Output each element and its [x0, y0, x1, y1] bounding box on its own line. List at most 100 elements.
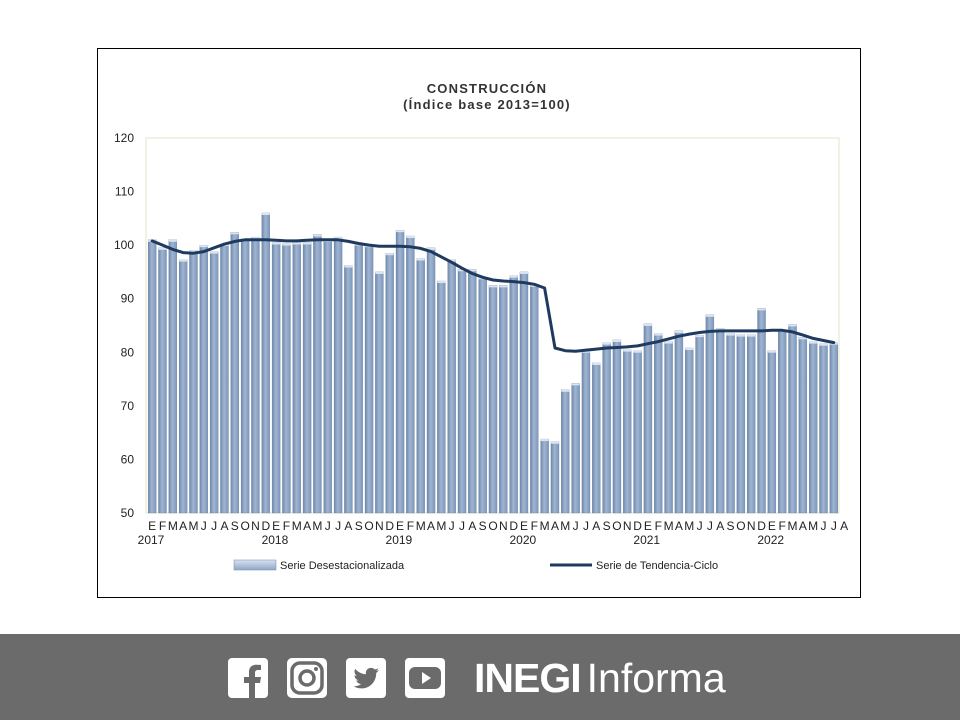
bar-highlight — [375, 271, 384, 274]
bar-highlight — [550, 441, 559, 444]
bar — [385, 253, 394, 514]
x-month-label: F — [779, 519, 786, 533]
bar — [158, 247, 167, 514]
bar-highlight — [592, 363, 601, 365]
bar — [168, 239, 177, 514]
x-month-label: D — [261, 519, 270, 533]
x-month-label: N — [747, 519, 756, 533]
x-month-label: J — [335, 519, 341, 533]
bar-highlight — [416, 258, 425, 261]
bar — [313, 234, 322, 514]
bar — [468, 269, 477, 514]
y-tick-label: 80 — [121, 345, 135, 359]
bar — [633, 350, 642, 514]
bar-highlight — [499, 285, 508, 288]
bar — [581, 350, 591, 514]
bar — [282, 243, 291, 514]
x-month-label: M — [664, 519, 674, 533]
bar-highlight — [199, 245, 208, 248]
bar-highlight — [272, 242, 281, 245]
bar-highlight — [664, 341, 673, 344]
bar — [716, 328, 725, 514]
x-month-label: M — [188, 519, 198, 533]
x-month-label: A — [220, 519, 228, 533]
bar-highlight — [705, 314, 714, 317]
x-month-label: D — [633, 519, 642, 533]
bar-highlight — [230, 232, 239, 235]
bar-highlight — [633, 350, 642, 353]
chart-subtitle: (Índice base 2013=100) — [403, 97, 571, 112]
bar-highlight — [292, 242, 301, 245]
y-axis: 50 60 70 80 90 100 110 120 — [114, 131, 134, 520]
bar — [809, 341, 818, 514]
bar-highlight — [716, 328, 725, 331]
youtube-icon[interactable] — [405, 658, 445, 698]
facebook-icon[interactable] — [228, 658, 268, 698]
x-year-label: 2021 — [633, 533, 660, 547]
bar — [499, 285, 508, 514]
bar-highlight — [561, 389, 570, 392]
bar — [602, 342, 611, 514]
x-month-label: M — [168, 519, 178, 533]
bar — [695, 334, 704, 514]
twitter-icon[interactable] — [346, 658, 386, 698]
y-tick-label: 60 — [121, 452, 135, 466]
bar — [437, 280, 446, 514]
bar-highlight — [509, 275, 518, 278]
bar-highlight — [643, 323, 652, 326]
x-month-label: M — [436, 519, 446, 533]
legend: Serie Desestacionalizada Serie de Tenden… — [233, 559, 718, 572]
x-month-label: D — [509, 519, 518, 533]
x-month-label: J — [449, 519, 455, 533]
bar-highlight — [540, 439, 549, 442]
bar — [406, 235, 415, 514]
bar-highlight — [179, 259, 188, 262]
bar-highlight — [437, 281, 446, 284]
bar — [230, 232, 239, 514]
instagram-icon[interactable] — [287, 658, 327, 698]
bar — [333, 236, 343, 514]
bar — [178, 259, 188, 514]
x-month-label: E — [768, 519, 776, 533]
bar — [271, 242, 281, 514]
bar — [736, 334, 746, 514]
bar-highlight — [685, 348, 694, 350]
bar — [302, 242, 312, 514]
bar — [798, 337, 808, 514]
x-month-label: D — [757, 519, 766, 533]
bar — [571, 383, 580, 514]
bar — [612, 339, 622, 514]
footer-bar — [0, 634, 960, 720]
y-tick-label: 100 — [114, 238, 134, 252]
x-month-label: N — [623, 519, 632, 533]
bar — [664, 341, 673, 514]
bar-highlight — [158, 247, 167, 250]
x-year-label: 2018 — [262, 533, 289, 547]
inegi-informa-logo[interactable]: INEGI Informa — [474, 655, 726, 701]
x-month-label: J — [211, 519, 217, 533]
x-month-label: N — [375, 519, 384, 533]
x-month-label: M — [684, 519, 694, 533]
x-month-label: E — [272, 519, 280, 533]
x-month-label: A — [344, 519, 352, 533]
bar-highlight — [654, 333, 663, 336]
bar-highlight — [488, 285, 498, 288]
bar — [344, 265, 353, 514]
bar-highlight — [726, 333, 735, 336]
bar — [354, 243, 363, 514]
bar — [654, 333, 663, 514]
bar-highlight — [612, 339, 621, 342]
x-year-label: 2020 — [509, 533, 536, 547]
bar — [561, 389, 570, 514]
bar-highlight — [519, 271, 529, 274]
bar-highlight — [406, 236, 415, 239]
x-month-label: F — [407, 519, 414, 533]
bar — [623, 349, 632, 514]
bar-highlight — [581, 350, 590, 353]
bar — [550, 441, 560, 514]
x-month-label: M — [540, 519, 550, 533]
bar-series — [147, 212, 839, 514]
x-month-label: A — [303, 519, 311, 533]
bar — [147, 239, 157, 514]
